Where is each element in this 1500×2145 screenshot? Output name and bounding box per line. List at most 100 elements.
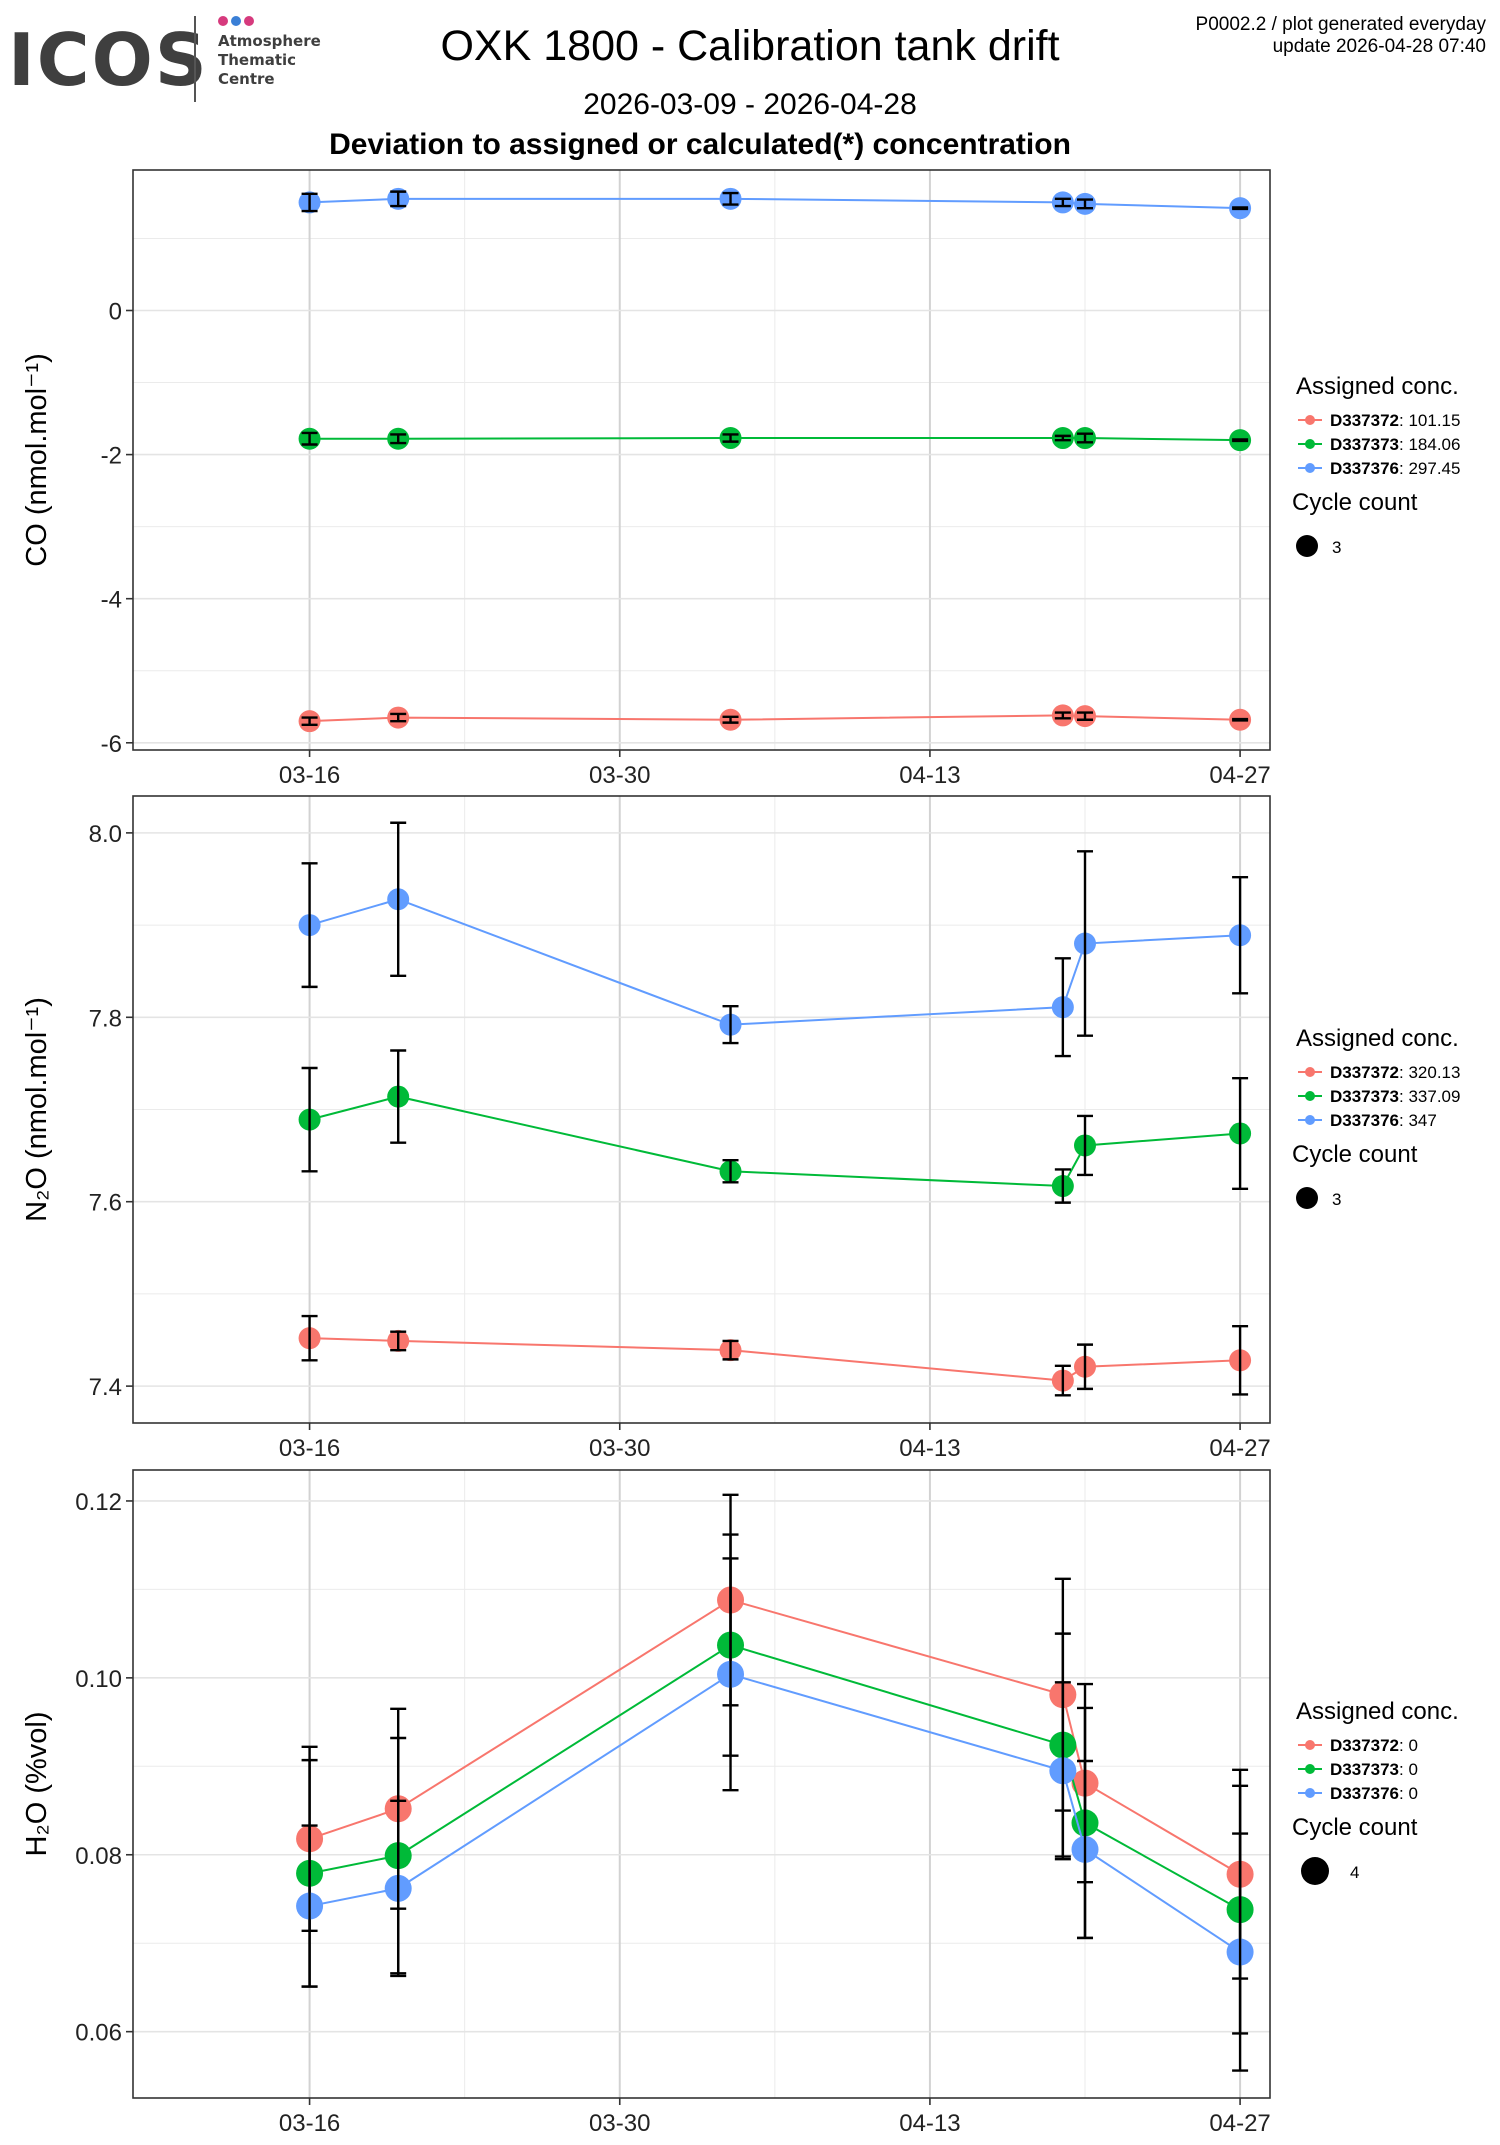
series-line: [309, 898, 1241, 1026]
legend-assigned-value: : 0: [1399, 1784, 1418, 1803]
logo-subtitle: Atmosphere Thematic Centre: [218, 32, 321, 89]
y-tick-label: 8.0: [89, 821, 122, 848]
legend-title: Assigned conc.: [1296, 1698, 1459, 1725]
legend-series-name: D337376: [1330, 1111, 1399, 1130]
legend-title: Cycle count: [1292, 489, 1418, 516]
series-line: [309, 714, 1241, 723]
legend-assigned-value: : 337.09: [1399, 1087, 1460, 1106]
y-tick-label: 0.12: [75, 1489, 122, 1516]
y-tick-label: -6: [101, 731, 122, 758]
legend-series-name: D337373: [1330, 1760, 1399, 1779]
x-tick-label: 03-30: [589, 1435, 650, 1462]
legend-series-name: D337373: [1330, 1087, 1399, 1106]
y-tick-label: 7.8: [89, 1005, 122, 1032]
legend-marker: [1305, 1115, 1315, 1125]
legend-series-name: D337376: [1330, 459, 1399, 478]
logo-wordmark: ICOS: [8, 18, 209, 102]
legend-title: Cycle count: [1292, 1141, 1418, 1168]
icos-logo: ICOS Atmosphere Thematic Centre: [8, 14, 338, 104]
x-tick-label: 04-27: [1209, 2110, 1270, 2137]
legend-entry: D337373: 337.09: [1330, 1087, 1460, 1106]
x-tick-label: 03-30: [589, 2110, 650, 2137]
x-tick-label: 03-16: [279, 1435, 340, 1462]
legend-series-name: D337372: [1330, 1063, 1399, 1082]
legend-assigned-value: : 297.45: [1399, 459, 1460, 478]
x-tick-label: 03-16: [279, 762, 340, 789]
x-tick-label: 04-13: [899, 762, 960, 789]
logo-dots-icon: [218, 16, 254, 26]
y-tick-label: 0.06: [75, 2020, 122, 2047]
chart-panel: 0.12 0.10 0.08 0.06 03-16 03-30 04-13 04-27 H₂O …: [21, 1469, 1271, 2137]
legend-title: Assigned conc.: [1296, 1025, 1459, 1052]
x-tick-label: 03-16: [279, 2110, 340, 2137]
series-line: [309, 1095, 1241, 1188]
plot-frame: [132, 795, 1271, 1424]
plot-frame: [132, 1469, 1271, 2099]
x-tick-label: 04-27: [1209, 762, 1270, 789]
legend-entry: D337373: 184.06: [1330, 435, 1460, 454]
legend-entry: D337376: 297.45: [1330, 459, 1460, 478]
logo-subtitle-line: Thematic: [218, 51, 297, 69]
legend-assigned-value: : 347: [1399, 1111, 1437, 1130]
legend-cycle-count: 3: [1332, 1190, 1341, 1209]
x-tick-label: 04-27: [1209, 1435, 1270, 1462]
series-line: [309, 1337, 1241, 1382]
logo-dot: [231, 16, 241, 26]
legend-entry: D337372: 101.15: [1330, 411, 1460, 430]
y-tick-label: 0.10: [75, 1666, 122, 1693]
legend-size-marker: [1296, 1187, 1318, 1209]
legend-assigned-value: : 0: [1399, 1736, 1418, 1755]
legend-entry: D337372: 320.13: [1330, 1063, 1460, 1082]
legend-cycle-count: 4: [1350, 1863, 1359, 1882]
legend-assigned-value: : 0: [1399, 1760, 1418, 1779]
x-tick-label: 04-13: [899, 2110, 960, 2137]
series-line: [309, 1673, 1241, 1953]
series-line: [309, 1644, 1241, 1911]
chart-panel: 0 -2 -4 -6 03-16 03-30 04-13 04-27 CO (nmol.mol⁻…: [21, 169, 1271, 789]
legend-entry: D337372: 0: [1330, 1736, 1418, 1755]
legend-marker: [1305, 415, 1315, 425]
legend-series-name: D337373: [1330, 435, 1399, 454]
y-axis-label: H₂O (%vol): [21, 1712, 53, 1857]
legend-marker: [1305, 1091, 1315, 1101]
series-line: [309, 1598, 1241, 1876]
generation-info: P0002.2 / plot generated everyday update…: [1196, 14, 1486, 58]
logo-subtitle-line: Atmosphere: [218, 32, 321, 50]
logo-dot: [244, 16, 254, 26]
legend-marker: [1305, 1764, 1315, 1774]
legend-marker: [1305, 439, 1315, 449]
update-timestamp: update 2026-04-28 07:40: [1272, 36, 1486, 57]
legend-series-name: D337372: [1330, 1736, 1399, 1755]
generation-info-line: P0002.2 / plot generated everyday: [1195, 14, 1486, 35]
legend-assigned-value: : 184.06: [1399, 435, 1460, 454]
legend-series-name: D337376: [1330, 1784, 1399, 1803]
legend-size-marker: [1296, 535, 1318, 557]
legend-assigned-value: : 320.13: [1399, 1063, 1460, 1082]
plot-frame: [132, 169, 1271, 751]
legend-marker: [1305, 1740, 1315, 1750]
series-line: [309, 197, 1241, 210]
date-range-subtitle: 2026-03-09 - 2026-04-28: [583, 88, 917, 121]
panel-title: Deviation to assigned or calculated(*) c…: [329, 128, 1071, 161]
page-title: OXK 1800 - Calibration tank drift: [440, 22, 1060, 70]
y-tick-label: 7.6: [89, 1190, 122, 1217]
legend-marker: [1305, 463, 1315, 473]
y-tick-label: -4: [101, 587, 122, 614]
logo-subtitle-line: Centre: [218, 70, 275, 88]
y-axis-label: N₂O (nmol.mol⁻¹): [21, 997, 53, 1222]
legend-cycle-count: 3: [1332, 538, 1341, 557]
legend-marker: [1305, 1067, 1315, 1077]
legend-entry: D337373: 0: [1330, 1760, 1418, 1779]
y-axis-label: CO (nmol.mol⁻¹): [21, 353, 53, 566]
legend-marker: [1305, 1788, 1315, 1798]
legend-assigned-value: : 101.15: [1399, 411, 1460, 430]
y-tick-label: -2: [101, 443, 122, 470]
legend-size-marker: [1301, 1857, 1329, 1885]
logo-divider: [194, 16, 196, 102]
y-tick-label: 7.4: [89, 1374, 122, 1401]
series-line: [309, 437, 1241, 442]
